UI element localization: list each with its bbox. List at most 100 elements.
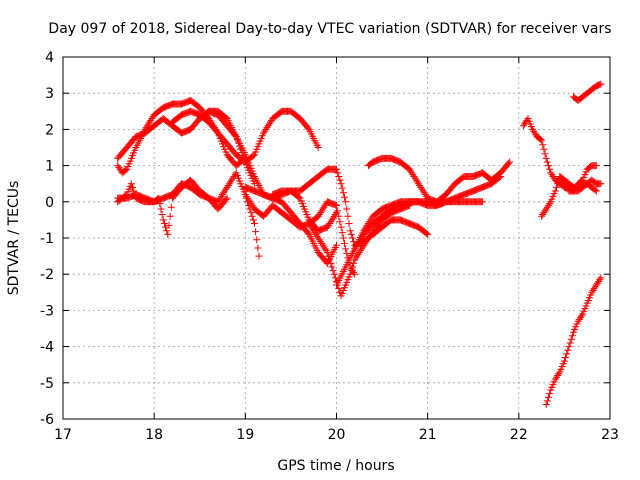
data-point <box>546 165 554 173</box>
data-point <box>538 212 546 220</box>
data-point <box>247 209 255 217</box>
data-point <box>363 236 371 244</box>
data-point <box>159 216 167 224</box>
data-point <box>592 162 600 170</box>
data-point <box>356 247 364 255</box>
data-point <box>588 288 596 296</box>
data-point <box>263 124 271 132</box>
data-point <box>421 191 429 199</box>
x-axis-label: GPS time / hours <box>277 458 394 474</box>
data-point <box>361 239 369 247</box>
series-mid-c <box>351 172 505 253</box>
data-point <box>543 158 551 166</box>
data-point <box>347 230 355 238</box>
data-point <box>219 191 227 199</box>
data-point <box>326 220 334 228</box>
y-axis-label: SDTVAR / TECUs <box>6 181 22 296</box>
data-point <box>591 283 599 291</box>
data-point <box>160 220 168 228</box>
data-point <box>318 239 326 247</box>
data-point <box>353 241 361 249</box>
data-point <box>354 250 362 258</box>
data-point <box>321 201 329 209</box>
data-point <box>342 198 350 206</box>
y-tick-label: 4 <box>45 50 54 66</box>
data-point <box>417 183 425 191</box>
data-point <box>350 259 358 267</box>
data-point <box>333 165 340 173</box>
data-point <box>164 230 172 238</box>
data-point <box>312 230 320 238</box>
data-point <box>408 169 416 177</box>
data-point <box>148 115 156 123</box>
series-mid-b <box>364 154 514 206</box>
data-point <box>338 229 346 237</box>
data-point <box>540 209 548 217</box>
y-tick-label: -6 <box>40 412 54 428</box>
data-point <box>222 196 230 204</box>
data-point <box>343 205 351 213</box>
data-point <box>592 187 600 195</box>
data-point <box>217 192 225 200</box>
axis-ticks <box>62 56 611 420</box>
data-point <box>540 145 548 153</box>
data-point <box>554 372 562 380</box>
data-point <box>266 118 274 126</box>
x-tick-label: 23 <box>601 427 619 443</box>
data-point <box>325 221 333 229</box>
data-point <box>333 209 340 217</box>
data-point <box>358 234 366 242</box>
data-point <box>344 212 352 220</box>
series-late-c <box>570 80 605 104</box>
data-point <box>326 256 334 264</box>
data-point <box>337 223 345 231</box>
data-point <box>320 203 328 211</box>
data-point <box>346 270 354 278</box>
data-point <box>333 241 340 249</box>
y-tick-label: -5 <box>40 376 54 392</box>
data-point <box>355 248 363 256</box>
data-point <box>575 315 583 323</box>
data-point <box>157 205 165 213</box>
data-point <box>144 120 152 128</box>
data-point <box>529 125 537 133</box>
data-point <box>574 317 582 325</box>
data-point <box>310 227 318 235</box>
y-tick-label: 3 <box>45 86 54 102</box>
data-point <box>245 196 253 204</box>
data-point <box>338 184 346 192</box>
x-tick-label: 17 <box>54 427 72 443</box>
data-point <box>222 185 230 193</box>
data-point <box>220 189 228 197</box>
data-point <box>227 178 235 186</box>
data-point <box>127 180 135 188</box>
data-point <box>549 172 557 180</box>
data-point <box>497 172 505 180</box>
data-point <box>551 187 559 195</box>
series-low-b <box>114 169 263 260</box>
data-point <box>215 196 223 204</box>
data-point <box>242 192 250 200</box>
data-point <box>247 200 255 208</box>
data-point <box>334 207 342 215</box>
data-point <box>591 186 599 194</box>
data-point <box>320 243 328 251</box>
data-point <box>345 220 353 228</box>
data-point <box>248 212 256 220</box>
data-point <box>531 129 539 137</box>
data-point <box>225 180 233 188</box>
data-point <box>335 212 343 220</box>
data-point <box>360 241 368 249</box>
data-point <box>542 205 550 213</box>
data-point <box>546 390 554 398</box>
data-point <box>339 234 347 242</box>
series-low-a <box>114 176 231 238</box>
x-tick-labels: 17 18 19 20 21 22 23 <box>54 427 619 443</box>
data-point <box>244 194 252 202</box>
data-point <box>162 223 170 231</box>
data-point <box>405 165 413 173</box>
data-point <box>418 185 426 193</box>
data-point <box>319 241 327 249</box>
data-point <box>564 346 572 354</box>
data-point <box>355 238 363 246</box>
